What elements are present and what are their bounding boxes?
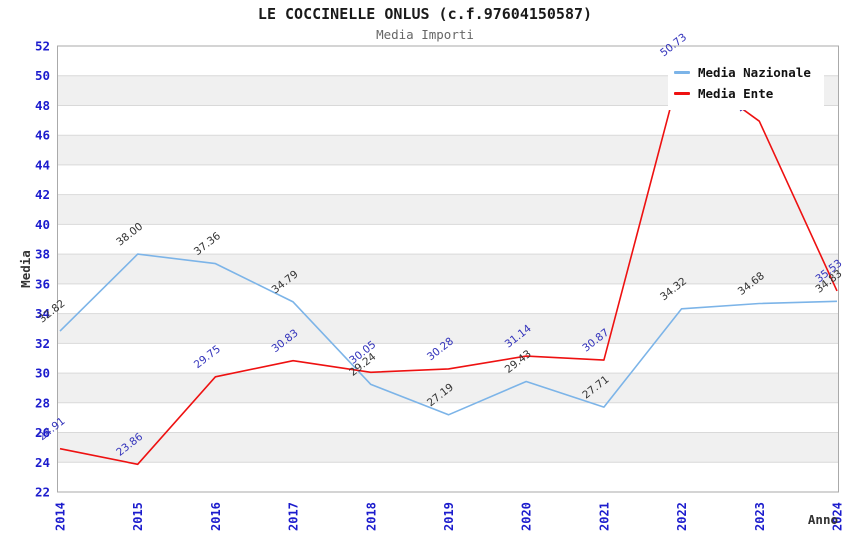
y-tick-label: 36 [35, 276, 50, 291]
x-tick-label: 2024 [831, 502, 845, 531]
y-tick-label: 22 [35, 485, 50, 500]
chart-subtitle: Media Importi [376, 27, 474, 42]
x-tick-label: 2016 [209, 502, 223, 531]
plot-band [57, 135, 839, 165]
y-tick-label: 40 [35, 217, 50, 232]
legend-label: Media Nazionale [698, 65, 811, 80]
chart-title: LE COCCINELLE ONLUS (c.f.97604150587) [257, 5, 593, 23]
x-tick-label: 2014 [54, 502, 68, 531]
y-tick-label: 46 [35, 128, 50, 143]
y-tick-label: 26 [35, 425, 50, 440]
x-tick-label: 2022 [675, 502, 689, 531]
x-tick-label: 2017 [287, 502, 301, 531]
plot-band [57, 194, 839, 225]
y-tick-label: 52 [35, 39, 50, 54]
y-tick-label: 32 [35, 336, 50, 351]
legend-swatch-media-ente [674, 92, 690, 95]
x-axis-title: Anno [808, 512, 838, 527]
plot-border [57, 45, 839, 493]
data-label: 29.43 [503, 348, 534, 376]
legend-item-media-nazionale[interactable]: Media Nazionale [674, 62, 820, 83]
y-tick-label: 42 [35, 187, 50, 202]
y-tick-label: 38 [35, 247, 50, 262]
y-tick-label: 44 [35, 157, 50, 172]
x-tick-label: 2018 [364, 502, 378, 531]
x-tick-label: 2020 [520, 502, 534, 531]
x-tick-label: 2015 [131, 502, 145, 531]
legend-label: Media Ente [698, 86, 774, 101]
y-tick-label: 34 [35, 306, 50, 321]
legend-swatch-media-nazionale [674, 71, 690, 74]
y-tick-label: 30 [35, 366, 50, 381]
plot-band [57, 254, 839, 284]
data-label: 29.75 [192, 343, 223, 371]
y-tick-label: 48 [35, 98, 50, 113]
x-tick-label: 2023 [753, 502, 767, 531]
legend: Media Nazionale Media Ente [668, 56, 824, 110]
y-tick-label: 24 [35, 455, 50, 470]
plot-band [57, 432, 839, 463]
x-tick-label: 2019 [442, 502, 456, 531]
y-tick-label: 28 [35, 395, 50, 410]
plot-band [57, 373, 839, 403]
legend-item-media-ente[interactable]: Media Ente [674, 83, 820, 104]
plot-band [57, 313, 839, 344]
x-tick-label: 2021 [597, 502, 611, 531]
y-axis-title: Media [18, 250, 33, 288]
y-tick-label: 50 [35, 68, 50, 83]
series-line-media-nazionale [59, 253, 838, 416]
